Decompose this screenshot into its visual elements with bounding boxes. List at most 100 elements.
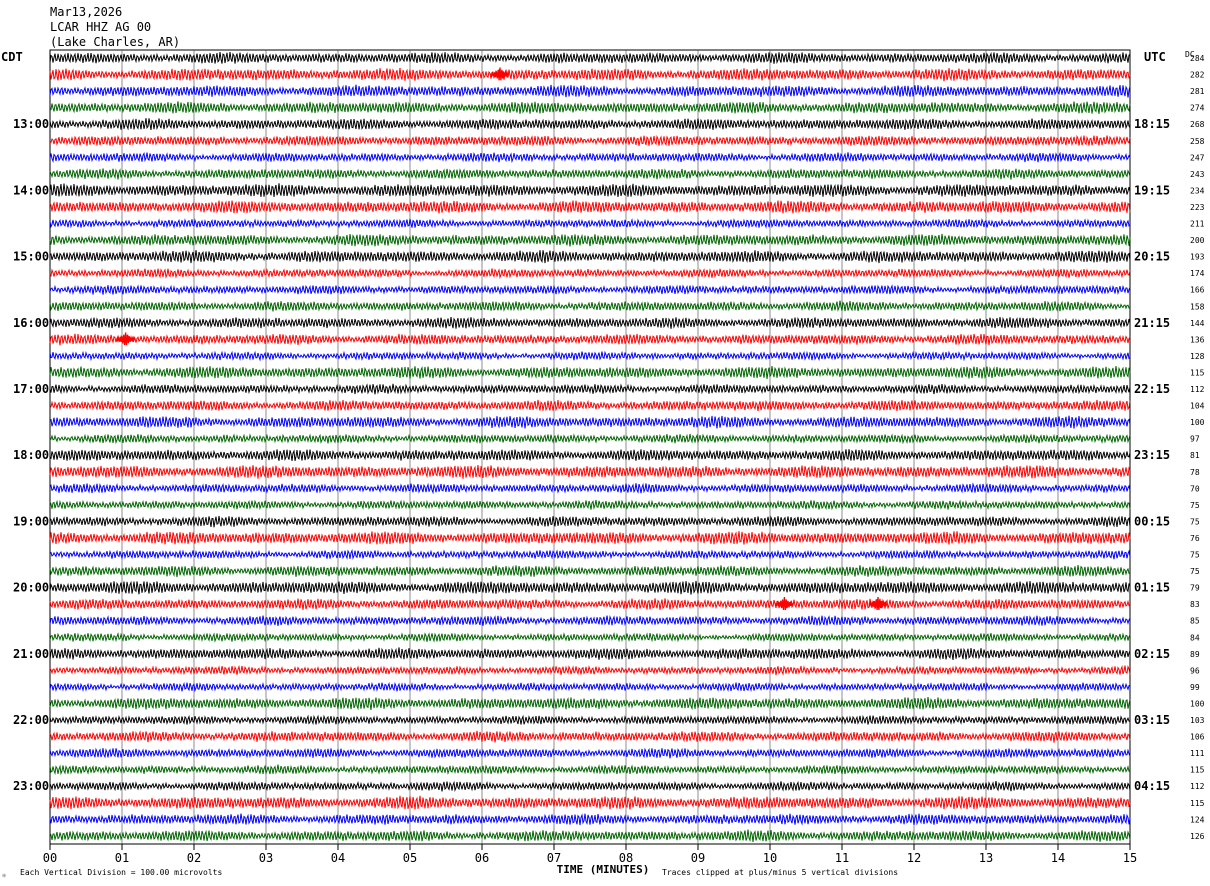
right-hour-label: 02:15 [1134,647,1170,661]
right-hour-label: 22:15 [1134,382,1170,396]
seismic-trace [49,580,1131,595]
dc-offset-label: 78 [1190,468,1200,477]
event-burst [868,597,888,610]
right-axis-title: UTC [1144,50,1166,64]
dc-offset-label: 281 [1190,87,1205,96]
seismic-trace [49,267,1131,280]
x-axis-label: TIME (MINUTES) [557,863,650,876]
left-hour-label: 16:00 [13,316,49,330]
x-tick-label: 08 [619,851,633,865]
header-location: (Lake Charles, AR) [50,35,180,49]
dc-offset-label: 83 [1190,600,1200,609]
dc-offset-label: 100 [1190,418,1205,427]
event-burst [774,597,794,610]
x-tick-label: 12 [907,851,921,865]
x-tick-label: 06 [475,851,489,865]
right-hour-label: 03:15 [1134,713,1170,727]
right-hour-label: 04:15 [1134,779,1170,793]
left-hour-label: 20:00 [13,581,49,595]
x-axis-ticks: 00 01 02 03 04 05 06 07 08 09 10 11 12 13 14 15 [43,844,1137,865]
left-axis-title: CDT [1,50,23,64]
x-tick-label: 05 [403,851,417,865]
right-hour-label: 01:15 [1134,581,1170,595]
right-hour-label: 19:15 [1134,183,1170,197]
dc-offset-label: 111 [1190,749,1205,758]
seismic-trace [49,647,1131,661]
clip-note: Traces clipped at plus/minus 5 vertical … [662,868,898,877]
seismic-trace [49,681,1131,693]
seismic-trace [49,350,1131,362]
seismic-trace [49,664,1131,676]
dc-offset-label: 112 [1190,782,1205,791]
seismic-trace [49,84,1131,98]
dc-offset-label: 211 [1190,220,1205,229]
dc-offset-label: 115 [1190,368,1205,377]
dc-offset-label: 200 [1190,236,1205,245]
header-station: LCAR HHZ AG 00 [50,20,151,34]
minute-gridlines [121,50,1059,844]
left-hour-label: 21:00 [13,647,49,661]
dc-offset-label: 75 [1190,567,1200,576]
seismic-trace [49,730,1131,743]
seismic-trace [49,482,1131,495]
seismic-trace [49,134,1131,147]
dc-offset-label: 81 [1190,451,1200,460]
dc-offset-label: 89 [1190,650,1200,659]
dc-offset-label: 258 [1190,137,1205,146]
x-tick-label: 09 [691,851,705,865]
dc-offset-label: 104 [1190,402,1205,411]
x-tick-label: 14 [1051,851,1065,865]
right-hour-label: 21:15 [1134,316,1170,330]
seismic-trace [49,813,1131,826]
left-hour-label: 14:00 [13,183,49,197]
seismic-trace [49,168,1131,180]
seismic-trace [49,764,1131,776]
left-hour-label: 22:00 [13,713,49,727]
dc-offset-label: 284 [1190,54,1205,63]
header-date: Mar13,2026 [50,5,122,19]
seismic-trace [49,67,1131,82]
dc-offset-label: 99 [1190,683,1200,692]
seismic-trace [49,316,1131,329]
x-tick-label: 10 [763,851,777,865]
x-tick-label: 00 [43,851,57,865]
left-hour-label: 13:00 [13,117,49,131]
seismic-trace [49,250,1131,264]
dc-offset-label: 96 [1190,666,1200,675]
seismic-trace [49,549,1131,560]
dc-offset-label: 112 [1190,385,1205,394]
left-hour-label: 18:00 [13,448,49,462]
event-burst [490,67,510,81]
dc-offset-label: 106 [1190,733,1205,742]
seismic-trace [49,51,1131,65]
seismic-trace [49,118,1131,131]
seismic-trace [49,399,1131,412]
x-tick-label: 04 [331,851,345,865]
seismic-trace [49,615,1131,627]
seismic-trace [49,448,1131,462]
seismic-trace [49,795,1131,810]
seismic-trace [49,829,1131,843]
dc-offset-label: 247 [1190,153,1205,162]
left-hour-label: 15:00 [13,250,49,264]
x-tick-label: 15 [1123,851,1137,865]
dc-offset-label: 136 [1190,335,1205,344]
dc-offset-label: 243 [1190,170,1205,179]
dc-offset-label: 75 [1190,501,1200,510]
dc-offset-labels: 284 282 281 274 268 258 247 243 234 223 211 200 193 1… [1190,54,1205,841]
seismic-trace [49,531,1131,545]
dc-offset-label: 75 [1190,551,1200,560]
seismic-trace [49,366,1131,380]
dc-offset-label: 100 [1190,699,1205,708]
dc-offset-label: 115 [1190,766,1205,775]
left-hour-label: 23:00 [13,779,49,793]
dc-offset-label: 70 [1190,484,1200,493]
dc-offset-label: 158 [1190,302,1205,311]
seismic-trace [49,183,1131,198]
x-tick-label: 03 [259,851,273,865]
dc-offset-label: 234 [1190,186,1205,195]
scale-note: Each Vertical Division = 100.00 microvol… [20,868,222,877]
dc-offset-label: 128 [1190,352,1205,361]
dc-offset-label: 274 [1190,104,1205,113]
seismic-trace [49,564,1131,578]
